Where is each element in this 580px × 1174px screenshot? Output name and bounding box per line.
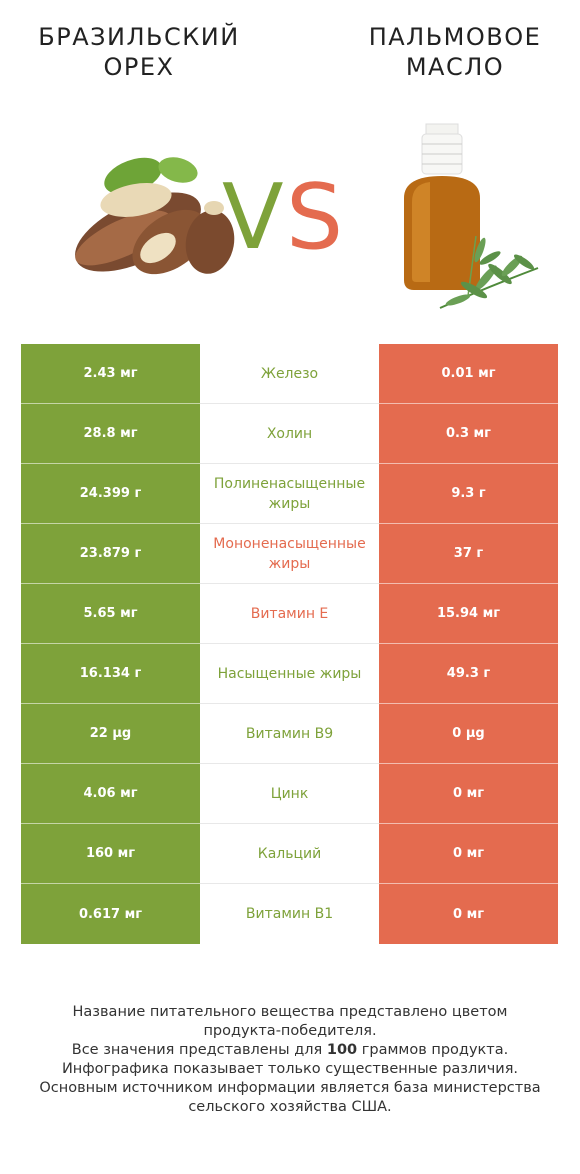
footer-line-1: Название питательного вещества представл… <box>72 1004 508 1020</box>
nutrient-name: Полиненасыщенные жиры <box>213 475 366 512</box>
right-value: 0 мг <box>453 906 484 922</box>
nutrient-name: Кальций <box>257 845 322 862</box>
table-row: 28.8 мг Холин 0.3 мг <box>21 404 558 464</box>
right-value-cell: 9.3 г <box>379 464 558 524</box>
right-value: 37 г <box>453 546 484 561</box>
left-value-cell: 0.617 мг <box>21 884 200 944</box>
nutrient-cell: Витамин B1 <box>200 884 379 944</box>
table-row: 22 µg Витамин B9 0 µg <box>21 704 558 764</box>
footer-line-2: продукта-победителя. <box>203 1023 377 1039</box>
nutrient-cell: Холин <box>200 404 379 464</box>
nutrient-cell: Цинк <box>200 764 379 824</box>
right-value: 15.94 мг <box>436 606 501 621</box>
left-value-cell: 24.399 г <box>21 464 200 524</box>
table-row: 2.43 мг Железо 0.01 мг <box>21 344 558 404</box>
nutrient-name: Витамин B9 <box>245 725 334 742</box>
left-product-title: БРАЗИЛЬСКИЙ ОРЕХ <box>9 22 269 82</box>
left-value: 16.134 г <box>79 666 142 681</box>
left-value-cell: 28.8 мг <box>21 404 200 464</box>
right-value-cell: 49.3 г <box>379 644 558 704</box>
left-value: 23.879 г <box>79 546 142 561</box>
right-product-title: ПАЛЬМОВОЕ МАСЛО <box>325 22 580 82</box>
vs-v: V <box>222 168 284 260</box>
footer-line-3-post: граммов продукта. <box>357 1042 509 1058</box>
table-row: 24.399 г Полиненасыщенные жиры 9.3 г <box>21 464 558 524</box>
nutrient-cell: Полиненасыщенные жиры <box>200 464 379 524</box>
left-value: 28.8 мг <box>83 426 138 441</box>
nutrient-cell: Мононенасыщенные жиры <box>200 524 379 584</box>
nutrient-name: Витамин E <box>250 605 329 622</box>
right-value-cell: 0 мг <box>379 824 558 884</box>
footer-line-4: Инфографика показывает только существенн… <box>61 1061 519 1077</box>
left-value-cell: 4.06 мг <box>21 764 200 824</box>
footer-line-6: сельского хозяйства США. <box>188 1099 392 1115</box>
right-value: 0.3 мг <box>446 426 491 441</box>
nutrient-cell: Насыщенные жиры <box>200 644 379 704</box>
vs-label: V S <box>222 168 343 260</box>
left-value-cell: 160 мг <box>21 824 200 884</box>
left-value: 22 µg <box>89 726 132 741</box>
left-value-cell: 22 µg <box>21 704 200 764</box>
left-value-cell: 16.134 г <box>21 644 200 704</box>
oil-bottle-icon <box>404 123 539 309</box>
nutrient-name: Витамин B1 <box>245 906 334 922</box>
left-value: 4.06 мг <box>83 786 138 801</box>
left-value: 160 мг <box>85 846 136 861</box>
right-value-cell: 0.3 мг <box>379 404 558 464</box>
right-value-cell: 0.01 мг <box>379 344 558 404</box>
right-value: 49.3 г <box>446 666 491 681</box>
footer-notes: Название питательного вещества представл… <box>20 1003 560 1117</box>
nutrient-cell: Витамин E <box>200 584 379 644</box>
table-row: 160 мг Кальций 0 мг <box>21 824 558 884</box>
left-title-line-2: ОРЕХ <box>103 53 175 81</box>
nutrient-name: Холин <box>266 425 313 442</box>
footer-line-3: Все значения представлены для 100 граммо… <box>20 1041 560 1060</box>
nutrient-name: Насыщенные жиры <box>217 665 362 682</box>
right-value-cell: 0 мг <box>379 764 558 824</box>
right-value-cell: 37 г <box>379 524 558 584</box>
vs-s: S <box>286 168 343 260</box>
comparison-table: 2.43 мг Железо 0.01 мг 28.8 мг Холин 0.3… <box>21 344 558 944</box>
left-title-line-1: БРАЗИЛЬСКИЙ <box>38 23 240 51</box>
nutrient-cell: Железо <box>200 344 379 404</box>
left-value-cell: 2.43 мг <box>21 344 200 404</box>
table-row: 23.879 г Мононенасыщенные жиры 37 г <box>21 524 558 584</box>
left-value: 24.399 г <box>79 486 142 501</box>
table-row: 4.06 мг Цинк 0 мг <box>21 764 558 824</box>
left-value-cell: 5.65 мг <box>21 584 200 644</box>
right-value-cell: 15.94 мг <box>379 584 558 644</box>
table-row: 5.65 мг Витамин E 15.94 мг <box>21 584 558 644</box>
footer-line-3-pre: Все значения представлены для <box>71 1042 327 1058</box>
nutrient-cell: Витамин B9 <box>200 704 379 764</box>
right-value: 9.3 г <box>451 486 486 501</box>
nutrient-name: Цинк <box>270 785 309 802</box>
right-value-cell: 0 мг <box>379 884 558 944</box>
footer-line-3-bold: 100 <box>326 1042 358 1058</box>
right-title-line-2: МАСЛО <box>405 53 505 81</box>
left-value: 0.617 мг <box>78 906 143 922</box>
right-value: 0 мг <box>453 786 484 801</box>
nutrient-cell: Кальций <box>200 824 379 884</box>
right-title-line-1: ПАЛЬМОВОЕ <box>368 23 542 51</box>
left-value: 2.43 мг <box>83 366 138 381</box>
right-value: 0.01 мг <box>441 366 496 381</box>
table-row: 0.617 мг Витамин B1 0 мг <box>21 884 558 944</box>
right-value: 0 µg <box>452 726 485 741</box>
nutrient-name: Мононенасыщенные жиры <box>213 535 366 572</box>
right-value: 0 мг <box>453 846 484 861</box>
left-value-cell: 23.879 г <box>21 524 200 584</box>
table-row: 16.134 г Насыщенные жиры 49.3 г <box>21 644 558 704</box>
brazil-nut-icon <box>75 157 235 275</box>
right-value-cell: 0 µg <box>379 704 558 764</box>
nutrient-name: Железо <box>260 365 319 382</box>
footer-line-5: Основным источником информации является … <box>39 1080 541 1096</box>
left-value: 5.65 мг <box>83 606 138 621</box>
